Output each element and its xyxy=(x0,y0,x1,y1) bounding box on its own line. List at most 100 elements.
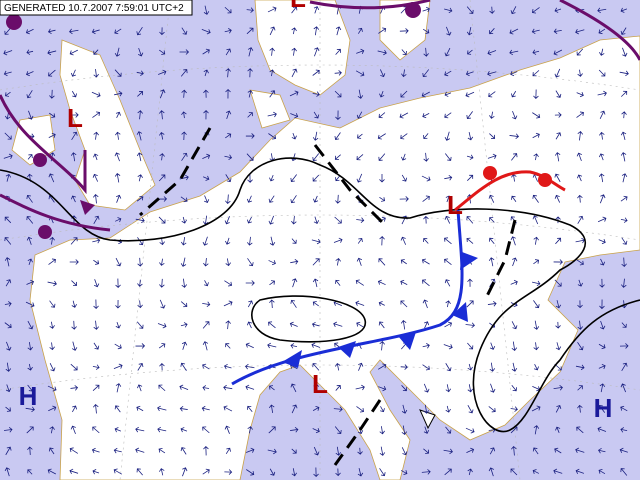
wind-arrow xyxy=(465,427,475,434)
wind-arrow xyxy=(401,153,407,161)
wind-arrow xyxy=(49,426,55,434)
wind-arrow xyxy=(5,384,12,393)
wind-arrow xyxy=(335,110,341,121)
pressure-label: L xyxy=(312,369,328,399)
wind-arrow xyxy=(312,91,320,97)
wind-arrow xyxy=(466,111,473,120)
wind-arrow xyxy=(92,173,99,182)
wind-arrow xyxy=(555,90,562,98)
wind-arrow xyxy=(114,69,122,77)
wind-arrow xyxy=(599,110,606,120)
wind-arrow xyxy=(357,468,364,477)
wind-arrow xyxy=(598,363,606,370)
wind-arrow xyxy=(137,279,143,287)
wind-arrow xyxy=(599,131,605,140)
wind-arrow xyxy=(224,280,233,287)
wind-arrow xyxy=(69,447,79,454)
wind-arrow xyxy=(444,215,451,224)
wind-arrow xyxy=(511,385,517,392)
wind-arrow xyxy=(26,194,33,203)
wind-arrow xyxy=(600,258,606,266)
wind-arrow xyxy=(444,153,452,161)
wind-arrow xyxy=(224,216,230,225)
wind-arrow xyxy=(400,364,408,370)
wind-arrow xyxy=(401,49,407,55)
wind-arrow xyxy=(621,90,628,97)
wind-arrow xyxy=(115,321,121,329)
wind-arrow xyxy=(3,153,13,159)
wind-arrow xyxy=(49,89,55,99)
wind-arrow xyxy=(401,385,407,392)
wind-arrow xyxy=(292,278,298,288)
wind-arrow xyxy=(620,427,628,433)
wind-arrow xyxy=(158,384,166,392)
wind-arrow xyxy=(137,257,143,267)
wind-arrow xyxy=(48,405,57,412)
wind-arrow xyxy=(598,447,606,454)
wind-arrow xyxy=(136,70,144,76)
wind-arrow xyxy=(597,90,607,97)
wind-arrow xyxy=(4,467,11,477)
wind-arrow xyxy=(202,363,210,370)
wind-arrow xyxy=(444,7,453,14)
wind-arrow xyxy=(313,383,319,393)
wind-arrow xyxy=(136,27,143,36)
wind-arrow xyxy=(47,385,57,392)
wind-arrow xyxy=(136,321,144,329)
wind-arrow xyxy=(179,174,189,181)
wind-arrow xyxy=(445,195,451,203)
wind-arrow xyxy=(247,89,254,98)
wind-arrow xyxy=(511,90,517,98)
wind-arrow xyxy=(291,132,297,140)
wind-arrow xyxy=(490,383,496,393)
wind-arrow xyxy=(553,468,563,474)
wind-arrow xyxy=(422,279,430,287)
wind-arrow xyxy=(597,216,607,223)
wind-arrow xyxy=(399,28,409,34)
wind-arrow xyxy=(93,215,100,224)
wind-arrow xyxy=(577,320,583,330)
wind-arrow xyxy=(598,173,605,183)
wind-arrow xyxy=(599,278,605,288)
wind-arrow xyxy=(379,236,385,246)
wind-arrow xyxy=(182,467,188,477)
wind-arrow xyxy=(379,174,385,183)
pressure-label: H xyxy=(594,393,613,423)
wind-arrow xyxy=(181,216,187,224)
wind-arrow xyxy=(422,6,430,13)
wind-arrow xyxy=(114,90,123,97)
wind-arrow xyxy=(532,215,539,225)
wind-arrow xyxy=(267,111,277,118)
wind-arrow xyxy=(379,468,386,477)
wind-arrow xyxy=(225,237,231,245)
wind-arrow xyxy=(179,406,188,412)
wind-arrow xyxy=(70,152,77,162)
wind-arrow xyxy=(509,28,519,35)
wind-field xyxy=(3,5,629,478)
wind-arrow xyxy=(467,363,473,371)
wind-arrow xyxy=(356,48,365,55)
wind-arrow xyxy=(422,343,430,349)
wind-arrow xyxy=(489,217,495,223)
wind-arrow xyxy=(465,91,475,98)
wind-arrow xyxy=(225,88,231,99)
wind-arrow xyxy=(26,236,33,245)
wind-arrow xyxy=(137,363,144,371)
wind-arrow xyxy=(312,174,320,182)
wind-arrow xyxy=(114,47,121,57)
wind-arrow xyxy=(401,404,408,414)
wind-arrow xyxy=(335,385,341,391)
wind-arrow xyxy=(467,132,474,141)
wind-arrow xyxy=(378,301,385,307)
wind-arrow xyxy=(531,28,540,35)
wind-arrow xyxy=(71,341,78,351)
wind-arrow xyxy=(115,217,122,223)
wind-arrow xyxy=(27,384,34,392)
wind-arrow xyxy=(577,279,583,287)
wind-arrow xyxy=(378,112,386,119)
wind-arrow xyxy=(444,237,452,245)
wind-arrow xyxy=(532,70,540,77)
wind-arrow xyxy=(314,47,320,57)
wind-arrow xyxy=(532,132,540,139)
wind-arrow xyxy=(422,364,430,371)
